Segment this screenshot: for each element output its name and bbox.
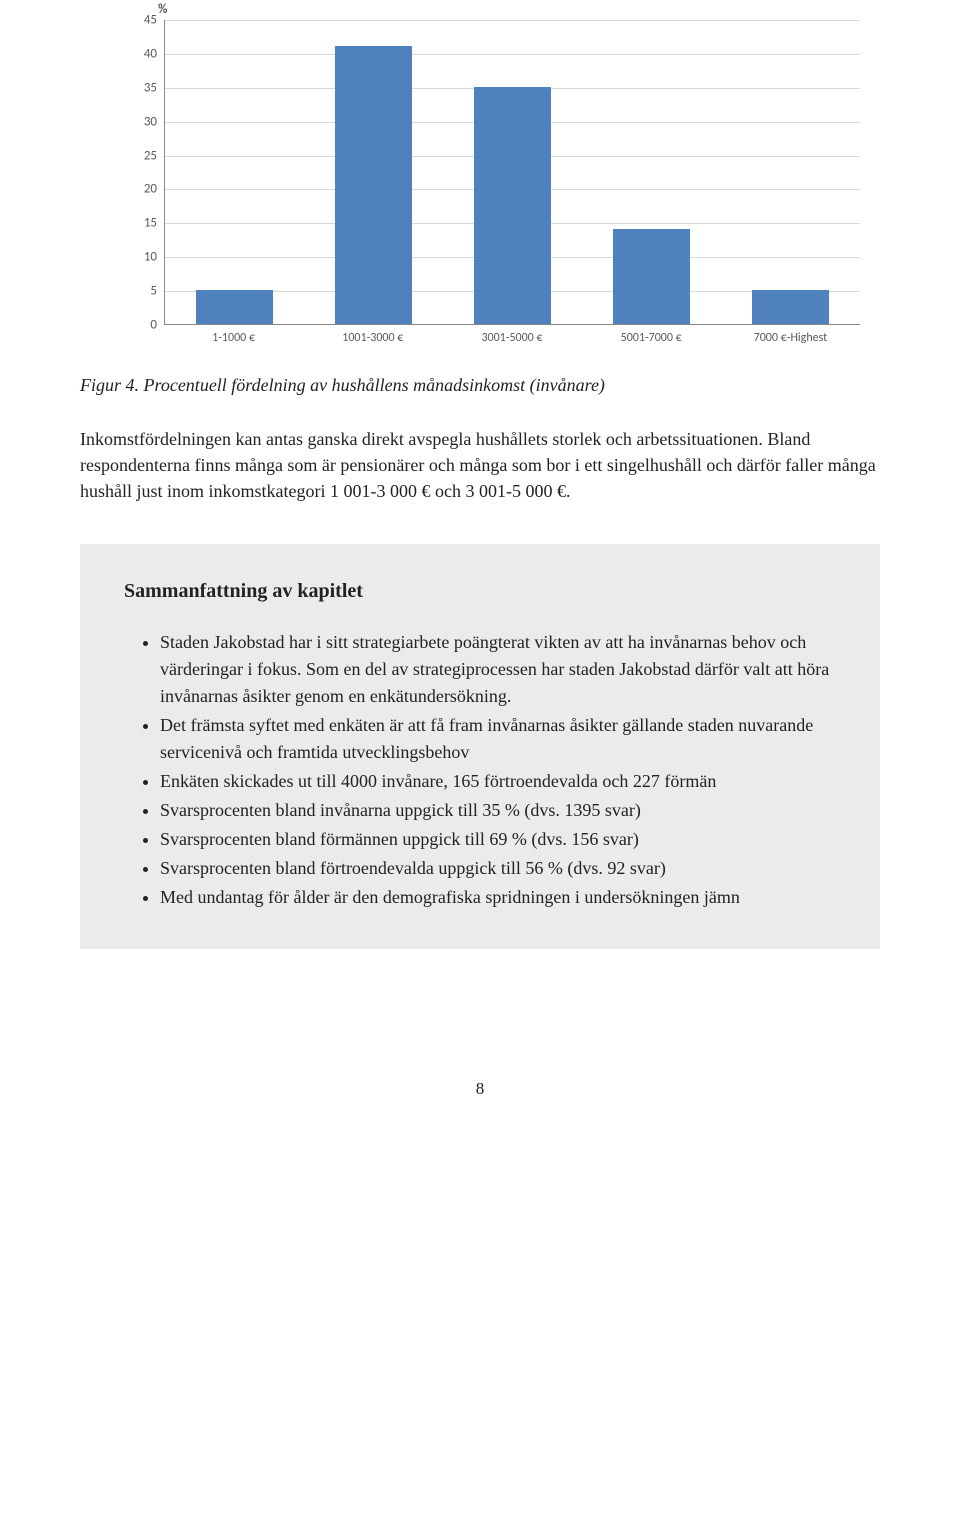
y-tick-label: 10 — [125, 250, 157, 265]
summary-box: Sammanfattning av kapitlet Staden Jakobs… — [80, 544, 880, 949]
y-tick-label: 45 — [125, 13, 157, 28]
summary-item: Staden Jakobstad har i sitt strategiarbe… — [160, 629, 836, 710]
summary-item: Svarsprocenten bland förmännen uppgick t… — [160, 826, 836, 853]
page-number: 8 — [80, 1079, 880, 1099]
bar — [613, 229, 691, 324]
y-tick-label: 15 — [125, 216, 157, 231]
bar — [196, 290, 274, 324]
bar — [752, 290, 830, 324]
chart-plot-area: 051015202530354045 — [164, 20, 860, 325]
x-tick-label: 5001-7000 € — [582, 331, 721, 345]
y-tick-label: 30 — [125, 114, 157, 129]
summary-item: Svarsprocenten bland invånarna uppgick t… — [160, 797, 836, 824]
y-axis-unit: % — [158, 2, 167, 17]
y-tick-label: 40 — [125, 46, 157, 61]
x-axis-labels: 1-1000 €1001-3000 €3001-5000 €5001-7000 … — [164, 331, 860, 345]
body-paragraph: Inkomstfördelningen kan antas ganska dir… — [80, 426, 880, 504]
bar — [474, 87, 552, 324]
summary-list: Staden Jakobstad har i sitt strategiarbe… — [124, 629, 836, 911]
y-tick-label: 20 — [125, 182, 157, 197]
y-tick-label: 35 — [125, 80, 157, 95]
bar-slot — [582, 20, 721, 324]
x-tick-label: 7000 €-Highest — [721, 331, 860, 345]
summary-item: Med undantag för ålder är den demografis… — [160, 884, 836, 911]
y-tick-label: 25 — [125, 148, 157, 163]
bar — [335, 46, 413, 324]
summary-item: Svarsprocenten bland förtroendevalda upp… — [160, 855, 836, 882]
x-tick-label: 3001-5000 € — [442, 331, 581, 345]
summary-title: Sammanfattning av kapitlet — [124, 580, 836, 603]
bar-slot — [443, 20, 582, 324]
x-tick-label: 1-1000 € — [164, 331, 303, 345]
summary-item: Enkäten skickades ut till 4000 invånare,… — [160, 768, 836, 795]
figure-caption: Figur 4. Procentuell fördelning av hushå… — [80, 375, 880, 396]
income-chart: % 051015202530354045 1-1000 €1001-3000 €… — [100, 20, 860, 345]
summary-item: Det främsta syftet med enkäten är att få… — [160, 712, 836, 766]
bar-slot — [304, 20, 443, 324]
y-tick-label: 0 — [125, 318, 157, 333]
bar-slot — [165, 20, 304, 324]
bar-slot — [721, 20, 860, 324]
y-tick-label: 5 — [125, 284, 157, 299]
x-tick-label: 1001-3000 € — [303, 331, 442, 345]
